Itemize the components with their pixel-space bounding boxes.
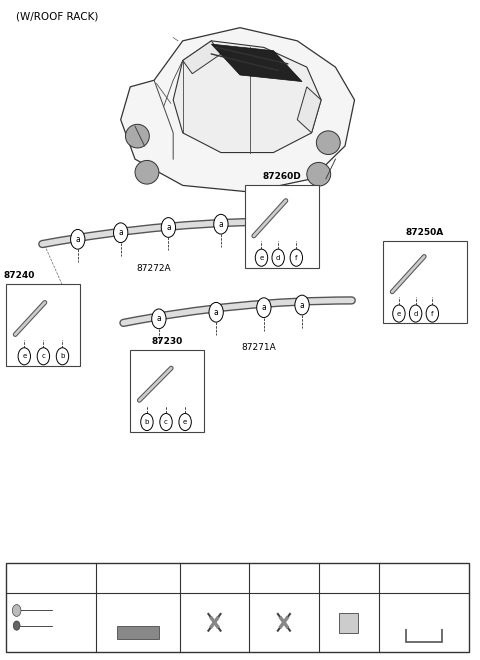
FancyArrowPatch shape [254, 201, 286, 236]
Circle shape [252, 571, 262, 585]
Ellipse shape [135, 160, 159, 184]
Bar [117, 626, 159, 639]
FancyArrowPatch shape [42, 222, 299, 244]
Text: 87257: 87257 [412, 612, 436, 622]
Text: 87250A: 87250A [406, 228, 444, 238]
FancyArrowPatch shape [15, 302, 45, 335]
Polygon shape [120, 28, 355, 192]
Text: 87240: 87240 [4, 271, 35, 280]
Circle shape [141, 413, 153, 430]
Text: 87260D: 87260D [263, 172, 301, 182]
Text: (W/ROOF RACK): (W/ROOF RACK) [16, 11, 98, 21]
Circle shape [295, 295, 309, 315]
Text: f: f [422, 574, 425, 583]
Text: f: f [295, 255, 298, 261]
Polygon shape [173, 41, 321, 152]
Text: a: a [262, 303, 266, 312]
Text: a: a [75, 235, 80, 244]
FancyArrowPatch shape [123, 300, 352, 323]
Circle shape [160, 413, 172, 430]
Text: 87271A: 87271A [242, 343, 276, 352]
Bar [339, 613, 358, 633]
Circle shape [161, 218, 176, 238]
Circle shape [46, 570, 57, 586]
Text: 87215G: 87215G [194, 574, 224, 583]
Text: 1327AC: 1327AC [24, 621, 53, 630]
Text: b: b [60, 353, 65, 359]
Circle shape [418, 570, 430, 586]
Ellipse shape [125, 124, 149, 148]
Circle shape [18, 348, 31, 365]
Text: 87216X: 87216X [264, 574, 293, 583]
Bar [383, 242, 467, 323]
Text: 87230: 87230 [152, 337, 183, 346]
FancyArrowPatch shape [139, 368, 171, 401]
Text: 87258: 87258 [412, 603, 436, 612]
Text: d: d [254, 575, 259, 581]
Text: a: a [156, 314, 161, 323]
Circle shape [257, 298, 271, 317]
Text: e: e [183, 419, 187, 425]
Circle shape [71, 230, 85, 249]
Text: a: a [166, 223, 171, 232]
FancyArrowPatch shape [123, 300, 352, 323]
Text: 87232A: 87232A [333, 574, 362, 583]
Circle shape [209, 302, 223, 322]
Circle shape [152, 309, 166, 329]
Circle shape [114, 223, 128, 243]
Circle shape [409, 305, 422, 322]
Polygon shape [211, 44, 302, 82]
Text: c: c [164, 419, 168, 425]
Text: b: b [136, 574, 141, 583]
FancyArrowPatch shape [392, 257, 424, 292]
Text: e: e [324, 575, 328, 581]
Text: 87255A: 87255A [123, 612, 153, 622]
Text: d: d [413, 311, 418, 317]
Circle shape [13, 621, 20, 630]
Text: f: f [431, 311, 433, 317]
Text: a: a [218, 220, 223, 228]
Text: a: a [118, 228, 123, 237]
Polygon shape [183, 41, 221, 74]
FancyArrowPatch shape [254, 201, 286, 236]
Polygon shape [297, 87, 321, 133]
FancyArrowPatch shape [42, 222, 299, 244]
Bar [6, 564, 469, 652]
Circle shape [426, 305, 439, 322]
Circle shape [182, 571, 192, 585]
Text: 87272A: 87272A [137, 264, 171, 273]
Circle shape [132, 570, 144, 586]
Circle shape [321, 571, 332, 585]
Text: a: a [214, 308, 218, 317]
Text: e: e [259, 255, 264, 261]
Text: 86839: 86839 [24, 606, 48, 615]
Text: a: a [300, 300, 304, 310]
Bar [130, 350, 204, 432]
FancyArrowPatch shape [139, 368, 171, 401]
Text: c: c [185, 575, 189, 581]
Text: 87256A: 87256A [123, 603, 153, 612]
Ellipse shape [307, 162, 331, 186]
Circle shape [37, 348, 49, 365]
Text: b: b [145, 419, 149, 425]
Bar [245, 185, 319, 267]
Text: e: e [397, 311, 401, 317]
Text: a: a [49, 574, 54, 583]
Text: d: d [276, 255, 280, 261]
Circle shape [290, 249, 302, 266]
Circle shape [393, 305, 405, 322]
Circle shape [179, 413, 192, 430]
Ellipse shape [316, 131, 340, 154]
FancyArrowPatch shape [392, 257, 424, 292]
Text: c: c [41, 353, 45, 359]
Circle shape [56, 348, 69, 365]
FancyArrowPatch shape [15, 302, 45, 335]
Text: e: e [22, 353, 26, 359]
Bar [6, 284, 80, 366]
Circle shape [255, 249, 268, 266]
Circle shape [12, 605, 21, 616]
Circle shape [214, 214, 228, 234]
Circle shape [272, 249, 284, 266]
